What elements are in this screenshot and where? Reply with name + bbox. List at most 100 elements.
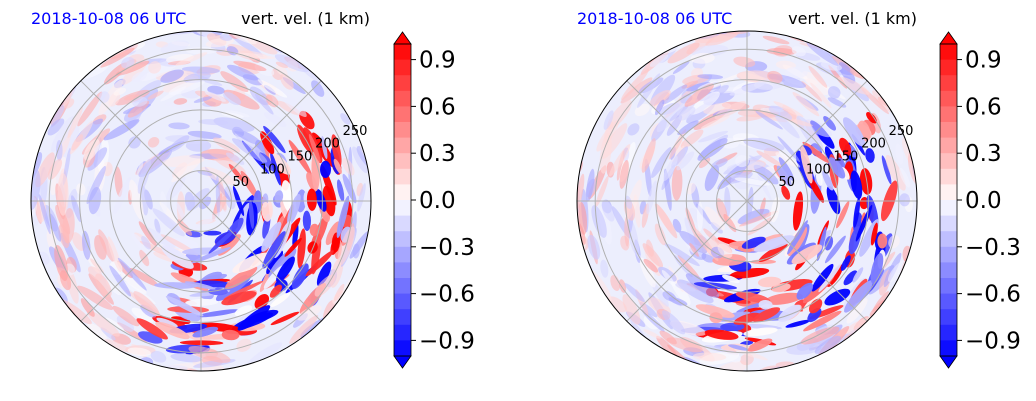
velocity-cell — [842, 117, 866, 147]
colorbar-segment — [940, 309, 957, 326]
velocity-cell — [601, 199, 615, 222]
colorbar-segment — [940, 184, 957, 201]
velocity-cell — [899, 193, 911, 207]
velocity-cell — [693, 282, 737, 290]
velocity-cell — [764, 292, 803, 305]
velocity-cell — [692, 352, 727, 361]
velocity-cell — [138, 221, 157, 247]
colorbar-tick-label: −0.3 — [965, 235, 1021, 261]
velocity-cell — [213, 137, 241, 153]
colorbar-segment — [394, 75, 411, 92]
radial-tick-label: 150 — [834, 150, 859, 165]
velocity-cell — [808, 176, 825, 203]
velocity-cell — [728, 344, 749, 351]
velocity-cell — [86, 323, 107, 341]
colorbar-segment — [940, 340, 957, 357]
colorbar-segment — [394, 59, 411, 76]
velocity-cell — [690, 52, 715, 64]
velocity-cell — [838, 62, 856, 84]
velocity-cell — [624, 195, 633, 210]
velocity-cell — [677, 120, 699, 136]
velocity-cell — [331, 134, 342, 167]
velocity-cell — [801, 81, 823, 102]
title-right: vert. vel. (1 km) — [241, 9, 370, 28]
velocity-cell — [367, 237, 371, 274]
velocity-cell — [695, 304, 735, 318]
velocity-cell — [662, 84, 688, 105]
velocity-cell — [129, 179, 144, 220]
velocity-cell — [762, 35, 790, 45]
velocity-cell — [808, 298, 823, 314]
colorbar-segment — [394, 137, 411, 154]
velocity-cell — [827, 97, 847, 108]
colorbar-segment — [940, 200, 957, 216]
velocity-cell — [352, 146, 368, 174]
polar-frame — [576, 30, 918, 372]
velocity-cell — [753, 164, 779, 185]
velocity-cell — [269, 284, 282, 298]
velocity-cell — [261, 201, 272, 222]
polar-frame — [30, 30, 372, 372]
colorbar-tick-label: 0.0 — [419, 188, 456, 214]
velocity-cell — [800, 145, 813, 184]
velocity-cell — [357, 183, 366, 212]
velocity-cell — [649, 90, 671, 106]
velocity-cell — [696, 201, 704, 232]
velocity-cell — [103, 119, 140, 141]
colorbar-segment — [940, 168, 957, 185]
velocity-cell — [714, 101, 746, 120]
velocity-cell — [663, 155, 678, 181]
radial-tick-label: 200 — [315, 137, 340, 152]
velocity-cell — [373, 186, 385, 211]
velocity-cell — [778, 304, 801, 322]
velocity-cell — [661, 310, 686, 335]
velocity-cell — [785, 118, 813, 127]
velocity-cell — [667, 42, 700, 64]
velocity-cell — [137, 158, 151, 194]
velocity-cell — [315, 189, 327, 212]
velocity-cell — [98, 91, 110, 104]
colorbar-segment — [940, 293, 957, 310]
velocity-cell — [659, 330, 677, 345]
velocity-cell — [824, 235, 846, 264]
velocity-cell — [840, 255, 851, 271]
velocity-cell — [225, 266, 258, 290]
velocity-cell — [100, 47, 135, 68]
velocity-cell — [173, 98, 188, 105]
velocity-cell — [672, 218, 682, 233]
velocity-cell — [677, 254, 701, 280]
velocity-cell — [246, 342, 283, 367]
velocity-cell — [824, 235, 834, 251]
velocity-cell — [646, 239, 654, 257]
velocity-cell — [704, 165, 720, 191]
velocity-cell — [297, 305, 322, 321]
velocity-cell — [254, 93, 274, 115]
velocity-cell — [127, 347, 151, 357]
velocity-cell — [147, 137, 160, 148]
velocity-cell — [306, 188, 317, 211]
velocity-cell — [224, 110, 250, 118]
velocity-cell — [844, 280, 873, 313]
velocity-cell — [133, 291, 160, 317]
velocity-cell — [275, 61, 288, 69]
velocity-cell — [21, 211, 32, 236]
colorbar-tick-label: 0.6 — [419, 94, 456, 120]
velocity-cell — [308, 133, 321, 163]
velocity-cell — [199, 196, 212, 210]
colorbar-tick-label: −0.3 — [419, 235, 475, 261]
velocity-cell — [781, 185, 791, 200]
velocity-cell — [806, 41, 839, 66]
velocity-cell — [297, 228, 306, 269]
velocity-cell — [284, 237, 302, 257]
velocity-cell — [168, 135, 190, 153]
colorbar-segment — [394, 246, 411, 263]
velocity-cell — [865, 148, 875, 163]
velocity-cell — [132, 96, 148, 107]
velocity-cell — [254, 294, 270, 310]
velocity-cell — [816, 226, 827, 261]
colorbar-tick-label: 0.9 — [419, 48, 456, 74]
velocity-cell — [822, 170, 834, 191]
velocity-cell — [203, 230, 222, 236]
velocity-cell — [321, 136, 328, 160]
angular-gridline — [746, 200, 868, 322]
